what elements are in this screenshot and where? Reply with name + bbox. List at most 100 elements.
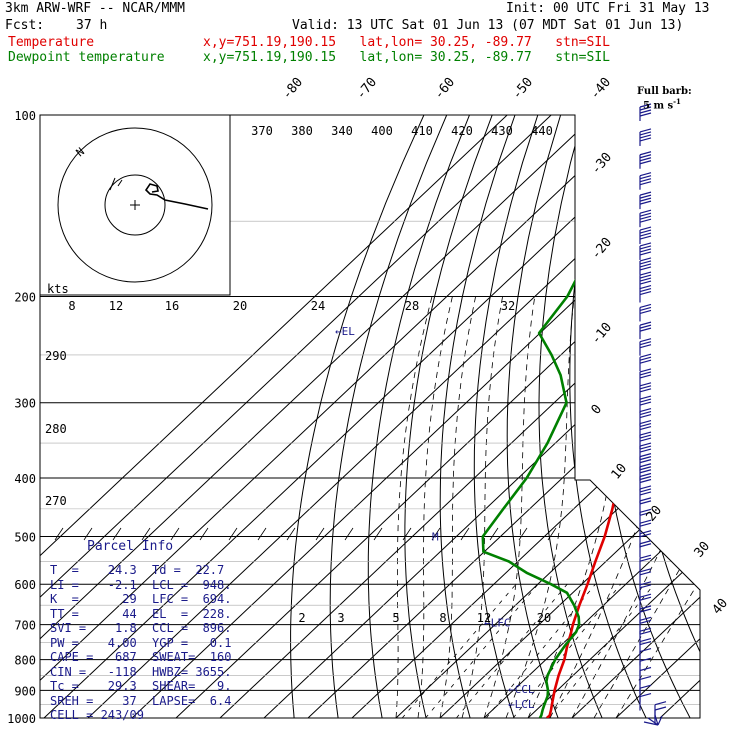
wind-barb — [639, 568, 652, 586]
pressure-label: 900 — [14, 684, 36, 698]
wind-barb — [639, 191, 652, 210]
parcel-info-left: CIN = -118 — [50, 664, 137, 679]
isotherm-line — [615, 115, 700, 718]
hodograph-center — [130, 200, 140, 210]
parcel-info-right: LFC = 694. — [152, 592, 232, 606]
wind-barb — [639, 284, 652, 303]
location-dewpoint: x,y=751.19,190.15 lat,lon= 30.25, -89.77… — [203, 50, 610, 65]
wind-barb — [639, 692, 652, 711]
moist-adiabat — [593, 296, 700, 718]
skew-tick — [83, 527, 93, 541]
wind-barb — [647, 717, 659, 726]
theta-label: 440 — [531, 124, 553, 138]
wind-barb — [639, 647, 652, 666]
hodo-speed-label: 8 — [68, 299, 75, 313]
hodograph-trace — [144, 183, 209, 210]
parcel-info-right: EL = 228. — [152, 606, 232, 621]
wind-barb — [654, 714, 659, 726]
skew-tick — [402, 527, 412, 541]
isotherm-line — [40, 115, 640, 718]
skew-tick — [431, 527, 441, 541]
wind-barb — [639, 209, 652, 228]
skew-tick — [199, 527, 209, 541]
theta-e-label: 290 — [45, 349, 67, 363]
wind-barb — [639, 321, 652, 340]
wind-barb — [639, 257, 652, 275]
dry-adiabat — [656, 115, 700, 718]
wind-barb — [639, 395, 652, 414]
isotherm-line — [40, 115, 508, 718]
fcst-label: Fcst: — [5, 18, 45, 33]
hodo-speed-label: 20 — [233, 299, 247, 313]
pressure-label: 700 — [14, 619, 36, 633]
isotherm-label: -30 — [589, 150, 616, 178]
parcel-info-title: Parcel Info — [87, 539, 174, 554]
parcel-info-left: CELL = 243/09 — [50, 708, 144, 722]
dry-adiabat — [683, 115, 700, 718]
parcel-info-left: SVI = 1.8 — [50, 621, 137, 635]
pressure-label: 300 — [14, 397, 36, 411]
skew-tick — [373, 527, 383, 541]
mixing-ratio-line — [456, 583, 568, 718]
skew-tick — [518, 527, 528, 541]
theta-label: 410 — [411, 124, 433, 138]
isotherm-label: 10 — [609, 461, 631, 483]
skew-tick — [460, 527, 470, 541]
wind-barb — [639, 128, 652, 146]
pressure-label: 600 — [14, 578, 36, 592]
level-marker-label: ←EL — [335, 325, 355, 338]
wind-barb — [639, 353, 652, 372]
mixing-ratio-line — [401, 583, 517, 718]
level-marker-label: ←CCL — [508, 683, 535, 696]
plot-frame — [39, 114, 701, 719]
wind-barb — [639, 675, 652, 694]
isotherm-label: -20 — [589, 235, 616, 263]
isotherm-label: -50 — [510, 75, 537, 103]
skew-tick — [286, 527, 296, 541]
hodograph-ring — [57, 127, 213, 283]
wind-barb — [639, 554, 652, 573]
skew-tick — [228, 527, 238, 541]
theta-e-label: 270 — [45, 494, 67, 508]
hodo-speed-label: 32 — [501, 299, 515, 313]
location-temperature: x,y=751.19,190.15 lat,lon= 30.25, -89.77… — [203, 35, 610, 50]
wind-barb — [654, 701, 667, 719]
parcel-info-right: CCL = 896. — [152, 621, 232, 635]
legend-dewpoint: Dewpoint temperature — [8, 50, 165, 65]
skew-tick — [315, 527, 325, 541]
isotherm-line — [40, 115, 596, 718]
level-marker-label: M — [432, 530, 439, 543]
mixing-ratio-line — [485, 583, 596, 718]
moist-adiabat — [615, 296, 700, 718]
hodograph-ring — [104, 174, 166, 236]
theta-label: 380 — [291, 124, 313, 138]
hodo-speed-label: 24 — [311, 299, 325, 313]
mixing-ratio-line — [512, 583, 622, 718]
parcel-info-right: SWEAT= 160 — [152, 650, 232, 664]
mixing-ratio-label: 3 — [337, 611, 344, 625]
isotherm-line — [527, 115, 700, 718]
model-title: 3km ARW-WRF -- NCAR/MMM — [5, 1, 186, 16]
wind-barb — [639, 172, 652, 190]
init-time: Init: 00 UTC Fri 31 May 13 — [506, 1, 710, 16]
hodograph-tick — [109, 177, 123, 191]
barb-note-line1: Full barb: — [637, 86, 692, 97]
parcel-info-left: Tc = 29.3 — [50, 679, 137, 693]
valid-time: Valid: 13 UTC Sat 01 Jun 13 (07 MDT Sat … — [292, 18, 684, 33]
dry-adiabat — [506, 115, 562, 718]
skew-tick — [344, 527, 354, 541]
level-marker-label: ←LCL — [508, 698, 535, 711]
isotherm-label: -40 — [588, 75, 615, 103]
parcel-info-left: PW = 4.00 — [50, 635, 137, 650]
isotherm-label: 0 — [589, 402, 606, 418]
isotherm-line — [395, 115, 700, 718]
parcel-info-left: K = 29 — [50, 592, 137, 606]
level-marker-label: ←LFC — [484, 616, 511, 629]
wind-barb — [639, 637, 652, 656]
skew-tick — [257, 527, 267, 541]
barb-note-unit: 5 m s — [643, 100, 674, 112]
skew-tick — [141, 527, 151, 541]
isotherm-line — [571, 115, 700, 718]
isotherm-line — [219, 115, 700, 718]
pressure-label: 100 — [14, 109, 36, 123]
